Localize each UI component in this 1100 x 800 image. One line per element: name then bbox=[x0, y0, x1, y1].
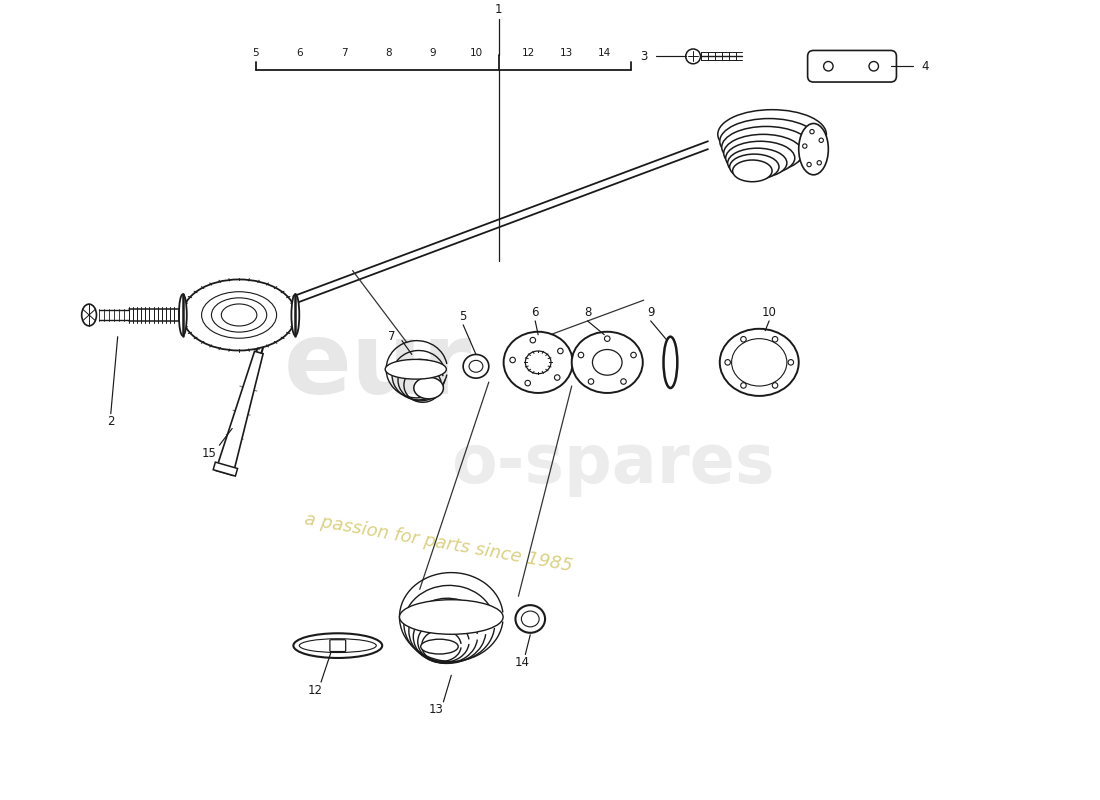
Text: 14: 14 bbox=[515, 656, 530, 669]
Text: 13: 13 bbox=[429, 703, 444, 716]
Circle shape bbox=[554, 374, 560, 380]
Circle shape bbox=[807, 162, 812, 166]
Circle shape bbox=[605, 336, 610, 342]
Circle shape bbox=[820, 138, 824, 142]
Ellipse shape bbox=[201, 292, 276, 338]
Ellipse shape bbox=[728, 148, 786, 178]
Text: 6: 6 bbox=[297, 48, 304, 58]
Ellipse shape bbox=[504, 332, 573, 393]
Ellipse shape bbox=[414, 377, 443, 399]
Circle shape bbox=[740, 337, 746, 342]
Ellipse shape bbox=[729, 154, 779, 180]
Text: 2: 2 bbox=[107, 415, 114, 428]
Circle shape bbox=[824, 62, 833, 71]
Text: o-spares: o-spares bbox=[451, 430, 774, 497]
Circle shape bbox=[558, 348, 563, 354]
Ellipse shape bbox=[292, 294, 299, 336]
Ellipse shape bbox=[732, 338, 786, 386]
Text: 12: 12 bbox=[522, 48, 536, 58]
Ellipse shape bbox=[211, 298, 266, 332]
Circle shape bbox=[772, 337, 778, 342]
Circle shape bbox=[685, 49, 701, 64]
Ellipse shape bbox=[733, 160, 772, 182]
Polygon shape bbox=[213, 462, 238, 476]
FancyBboxPatch shape bbox=[807, 50, 896, 82]
Text: 5: 5 bbox=[460, 310, 466, 323]
Text: 6: 6 bbox=[531, 306, 539, 319]
Text: 3: 3 bbox=[640, 50, 648, 63]
Circle shape bbox=[588, 378, 594, 384]
Ellipse shape bbox=[294, 634, 382, 658]
Ellipse shape bbox=[469, 360, 483, 372]
Ellipse shape bbox=[719, 329, 799, 396]
Ellipse shape bbox=[593, 350, 623, 375]
Text: 5: 5 bbox=[253, 48, 260, 58]
Circle shape bbox=[772, 382, 778, 388]
Text: 10: 10 bbox=[761, 306, 777, 319]
Text: 12: 12 bbox=[308, 683, 322, 697]
Text: 10: 10 bbox=[470, 48, 483, 58]
Ellipse shape bbox=[420, 639, 459, 654]
Circle shape bbox=[810, 130, 814, 134]
Circle shape bbox=[620, 378, 626, 384]
Ellipse shape bbox=[726, 142, 795, 175]
Ellipse shape bbox=[81, 304, 97, 326]
Ellipse shape bbox=[221, 304, 257, 326]
Text: 9: 9 bbox=[647, 306, 654, 319]
Ellipse shape bbox=[722, 126, 811, 168]
Text: 13: 13 bbox=[560, 48, 573, 58]
Ellipse shape bbox=[385, 359, 447, 379]
Circle shape bbox=[525, 380, 530, 386]
Circle shape bbox=[725, 359, 730, 365]
Ellipse shape bbox=[572, 332, 642, 393]
Circle shape bbox=[630, 352, 636, 358]
Circle shape bbox=[803, 144, 807, 148]
Circle shape bbox=[869, 62, 879, 71]
Circle shape bbox=[530, 338, 536, 343]
Ellipse shape bbox=[663, 337, 678, 388]
Ellipse shape bbox=[799, 123, 828, 175]
Ellipse shape bbox=[179, 294, 187, 336]
FancyBboxPatch shape bbox=[330, 640, 345, 651]
Text: 8: 8 bbox=[584, 306, 591, 319]
Text: 7: 7 bbox=[341, 48, 348, 58]
Text: 9: 9 bbox=[429, 48, 436, 58]
Ellipse shape bbox=[526, 351, 551, 374]
Text: 1: 1 bbox=[495, 3, 503, 16]
Ellipse shape bbox=[399, 600, 503, 634]
Text: 15: 15 bbox=[202, 446, 217, 460]
Circle shape bbox=[510, 358, 516, 362]
Circle shape bbox=[579, 352, 584, 358]
Ellipse shape bbox=[718, 110, 826, 159]
Ellipse shape bbox=[724, 134, 803, 172]
Text: a passion for parts since 1985: a passion for parts since 1985 bbox=[304, 510, 574, 575]
Ellipse shape bbox=[719, 118, 818, 164]
Circle shape bbox=[740, 382, 746, 388]
Polygon shape bbox=[216, 351, 263, 475]
Ellipse shape bbox=[299, 638, 376, 653]
Text: eur: eur bbox=[284, 318, 472, 415]
Circle shape bbox=[788, 359, 793, 365]
Ellipse shape bbox=[668, 342, 673, 382]
Text: 7: 7 bbox=[388, 330, 396, 343]
Text: 14: 14 bbox=[598, 48, 612, 58]
Ellipse shape bbox=[521, 611, 539, 627]
Ellipse shape bbox=[463, 354, 488, 378]
Ellipse shape bbox=[183, 279, 296, 350]
Text: 8: 8 bbox=[385, 48, 392, 58]
Circle shape bbox=[817, 161, 822, 165]
Text: 4: 4 bbox=[922, 60, 928, 73]
Ellipse shape bbox=[516, 605, 546, 633]
